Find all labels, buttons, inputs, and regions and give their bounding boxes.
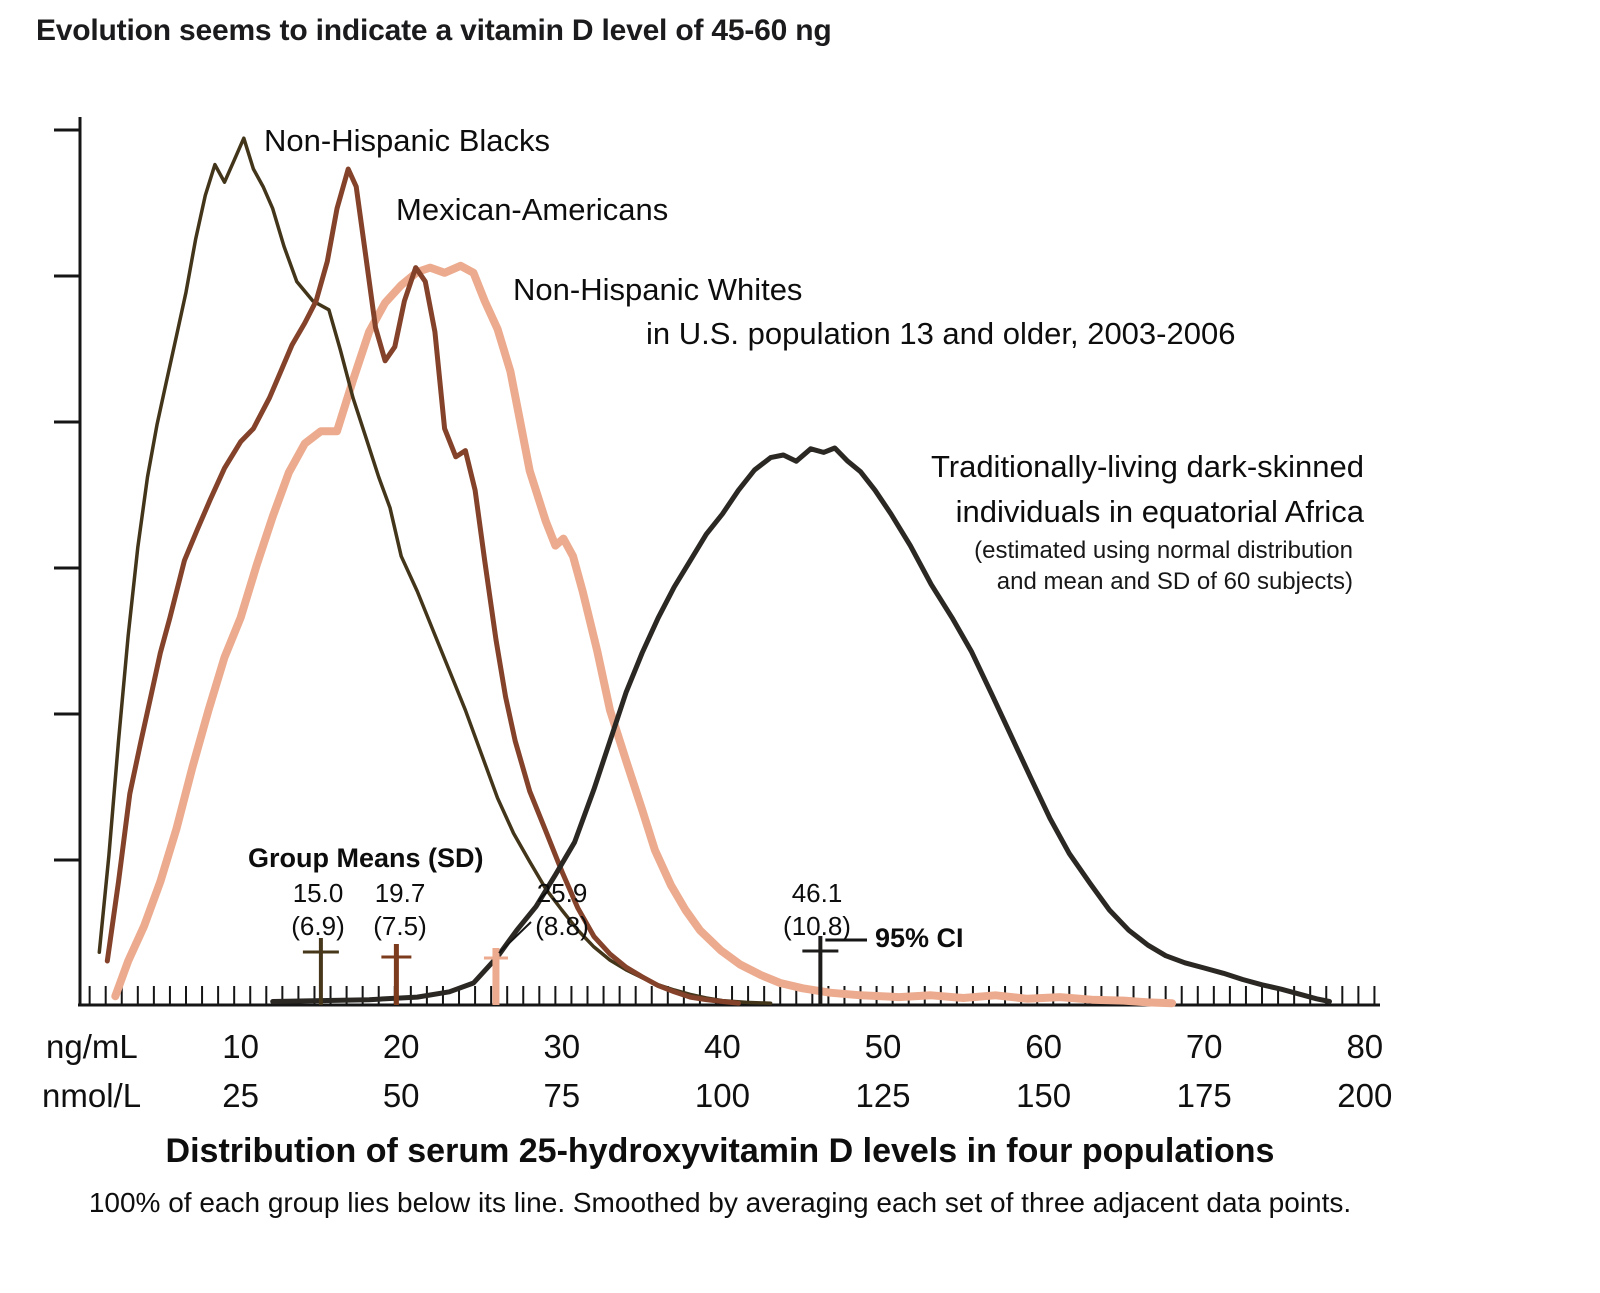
curve-label-equatorial-africa: Traditionally-living dark-skinned indivi…: [931, 444, 1364, 534]
x-tick-ng-60: 60: [1025, 1028, 1062, 1065]
x-axis-tick-labels-nmol-l: 25 50 75 100 125 150 175 200: [0, 1077, 1600, 1121]
x-tick-ng-50: 50: [864, 1028, 902, 1065]
equatorial-africa-estimation-note-line2: and mean and SD of 60 subjects): [996, 568, 1353, 595]
curve-label-equatorial-africa-line1: Traditionally-living dark-skinned: [930, 449, 1364, 484]
chart-subcaption: 100% of each group lies below its line. …: [88, 1187, 1352, 1218]
curve-non-hispanic-blacks: [97, 136, 773, 1005]
page-title: Evolution seems to indicate a vitamin D …: [36, 14, 832, 47]
curve-label-non-hispanic-blacks: Non-Hispanic Blacks: [264, 123, 550, 158]
x-tick-ng-80: 80: [1346, 1028, 1384, 1065]
equatorial-africa-estimation-note-line1: (estimated using normal distribution: [974, 537, 1353, 564]
mean-25-9-connector-line: [498, 921, 532, 954]
mean-sd: (7.5): [373, 911, 427, 941]
mean-label-non-hispanic-whites: 25.9 (8.8): [502, 877, 622, 943]
chart-caption: Distribution of serum 25-hydroxyvitamin …: [165, 1132, 1275, 1170]
curve-label-non-hispanic-whites: Non-Hispanic Whites: [513, 272, 803, 307]
x-tick-nmol-150: 150: [1016, 1077, 1072, 1114]
equatorial-africa-estimation-note: (estimated using normal distribution and…: [974, 535, 1353, 597]
x-axis-unit-ng-ml: ng/mL: [46, 1028, 138, 1065]
us-population-note: in U.S. population 13 and older, 2003-20…: [646, 316, 1236, 351]
x-tick-nmol-100: 100: [694, 1077, 750, 1114]
mean-label-equatorial-africa: 46.1 (10.8): [757, 877, 877, 943]
x-tick-nmol-175: 175: [1176, 1077, 1232, 1114]
ci-95-label: 95% CI: [875, 923, 964, 953]
curve-mexican-americans: [104, 166, 741, 1006]
curve-label-equatorial-africa-line2: individuals in equatorial Africa: [955, 494, 1364, 529]
x-tick-ng-40: 40: [704, 1028, 741, 1065]
x-tick-nmol-200: 200: [1337, 1077, 1393, 1114]
x-axis-unit-nmol-l: nmol/L: [42, 1077, 142, 1114]
x-tick-ng-20: 20: [382, 1028, 420, 1065]
mean-label-mexican-americans: 19.7 (7.5): [340, 877, 460, 943]
x-tick-ng-10: 10: [222, 1028, 259, 1065]
curve-equatorial-africa: [270, 445, 1332, 1004]
x-axis-tick-labels-ng-ml: 10 20 30 40 50 60 70 80: [0, 1028, 1600, 1072]
x-tick-nmol-25: 25: [222, 1077, 259, 1114]
x-tick-ng-30: 30: [543, 1028, 581, 1065]
x-tick-ng-70: 70: [1185, 1028, 1223, 1065]
mean-sd: (10.8): [783, 911, 851, 941]
mean-sd: (8.8): [535, 911, 589, 941]
x-tick-nmol-50: 50: [382, 1077, 420, 1114]
curve-non-hispanic-whites: [111, 261, 1177, 1008]
x-tick-nmol-125: 125: [855, 1077, 911, 1114]
mean-sd: (6.9): [291, 911, 345, 941]
curve-label-mexican-americans: Mexican-Americans: [396, 192, 669, 227]
mean-value: 46.1: [791, 878, 843, 908]
mean-value: 15.0: [292, 878, 344, 908]
x-tick-nmol-75: 75: [543, 1077, 581, 1114]
mean-value: 19.7: [374, 878, 426, 908]
mean-label-non-hispanic-blacks: 15.0 (6.9): [258, 877, 378, 943]
group-means-heading: Group Means (SD): [248, 843, 484, 873]
mean-value: 25.9: [536, 878, 588, 908]
